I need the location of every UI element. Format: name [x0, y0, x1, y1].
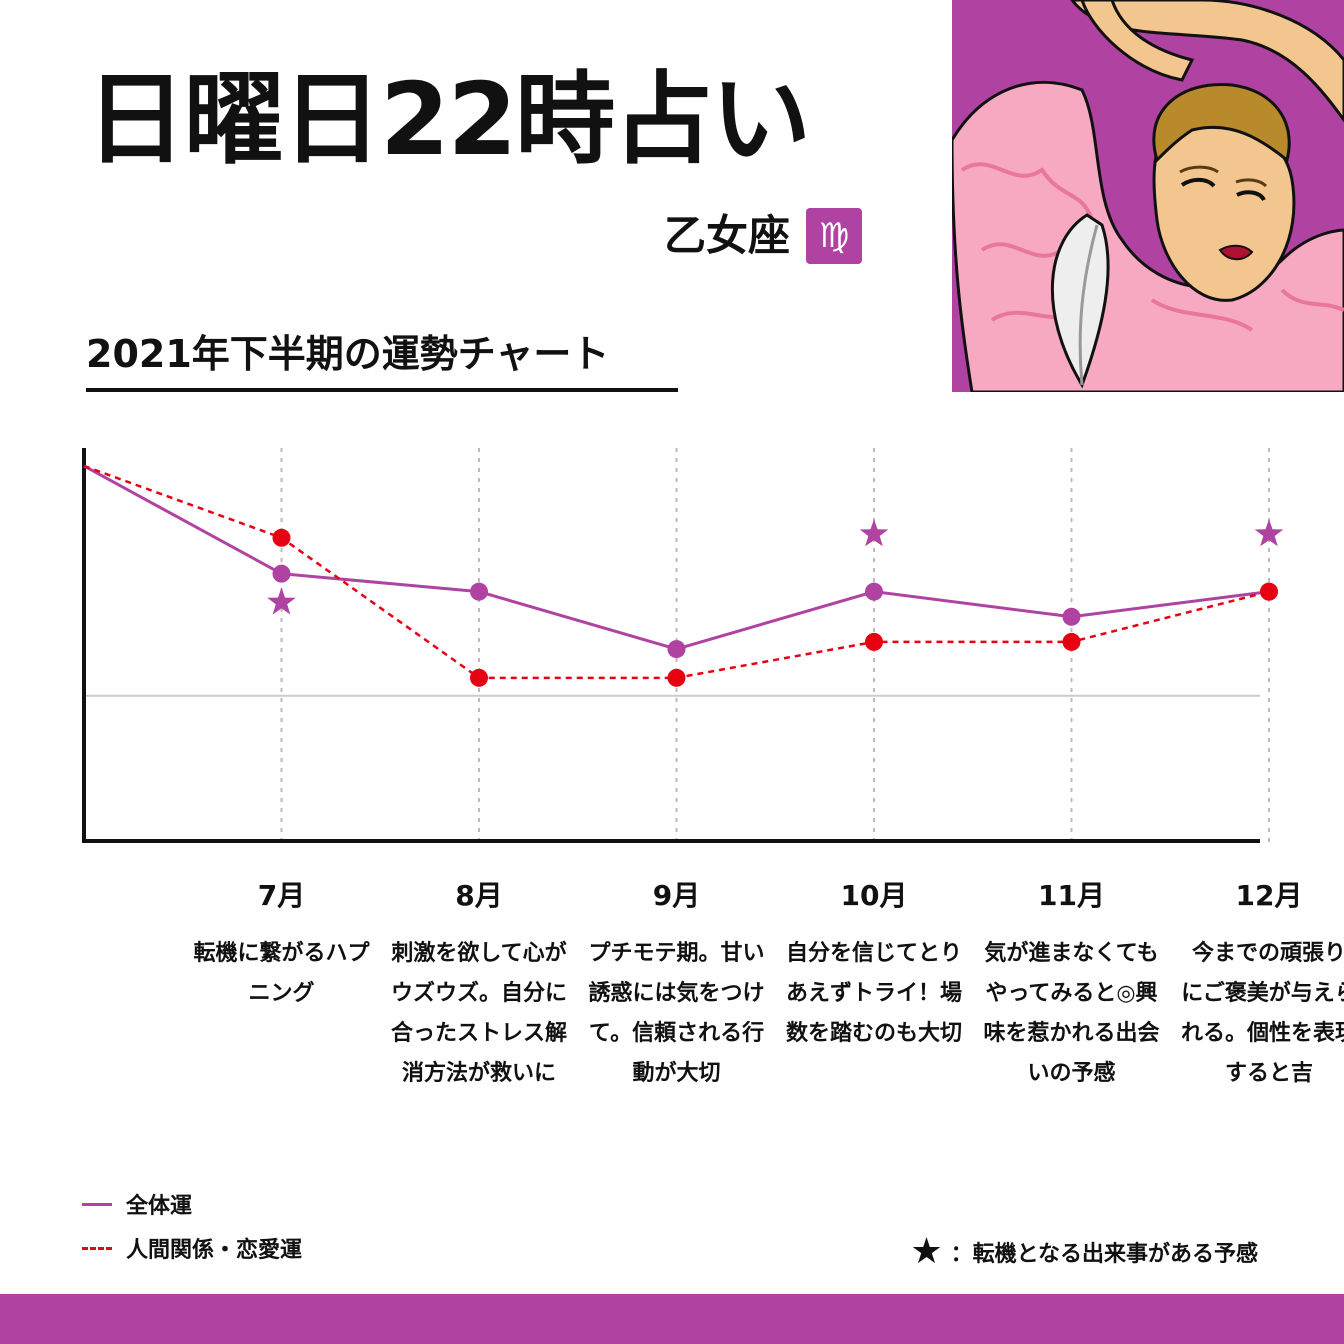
- love-point-10月: [865, 632, 883, 651]
- love-point-8月: [470, 668, 488, 687]
- month-note: 転機に繋がるハプニング: [193, 941, 370, 1006]
- legend-love: 人間関係・恋愛運: [82, 1232, 302, 1264]
- chart-series: [83, 464, 1278, 687]
- legend-dashed-line: [82, 1246, 112, 1250]
- star-icon: ★: [910, 1231, 943, 1272]
- virgo-icon: ♍: [806, 208, 862, 264]
- overall-point-11月: [1062, 607, 1081, 626]
- star-legend: ★ ：転機となる出来事がある予感: [910, 1234, 1258, 1270]
- series-line-overall: [83, 464, 1270, 651]
- sign-name: 乙女座: [663, 211, 790, 260]
- month-label: 11月: [1038, 879, 1105, 912]
- legend-solid-line: [82, 1202, 112, 1206]
- legend-overall: 全体運: [82, 1188, 192, 1220]
- star-marker-10月: [859, 519, 889, 547]
- star-marker-12月: [1254, 519, 1284, 547]
- overall-point-9月: [667, 640, 686, 659]
- month-note: 刺激を欲して心がウズウズ。自分に合ったストレス解消方法が救いに: [391, 941, 568, 1086]
- overall-point-8月: [470, 582, 488, 601]
- overall-point-7月: [272, 564, 291, 583]
- month-note: 今までの頑張りにご褒美が与えられる。個性を表現すると吉: [1181, 941, 1344, 1086]
- zodiac-sign: 乙女座 ♍: [664, 208, 862, 264]
- series-line-love: [83, 464, 1270, 680]
- month-note: プチモテ期。甘い誘惑には気をつけて。信頼される行動が大切: [588, 941, 765, 1086]
- chart-gridlines: [280, 448, 1270, 843]
- month-note: 自分を信じてとりあえずトライ！場数を踏むのも大切: [786, 941, 963, 1046]
- month-label: 10月: [840, 879, 908, 912]
- star-legend-text: ：転機となる出来事がある予感: [950, 1242, 1258, 1267]
- star-marker-7月: [267, 587, 296, 615]
- chart-subtitle: 2021年下半期の運勢チャート: [86, 332, 678, 392]
- legend-overall-label: 全体運: [126, 1194, 193, 1219]
- month-label: 7月: [257, 879, 306, 912]
- love-point-7月: [272, 528, 291, 547]
- turning-point-stars: [267, 519, 1284, 615]
- legend-love-label: 人間関係・恋愛運: [126, 1238, 303, 1263]
- love-point-9月: [667, 668, 686, 687]
- love-point-11月: [1062, 632, 1081, 651]
- month-label: 9月: [652, 879, 701, 912]
- love-point-12月: [1260, 582, 1278, 601]
- month-note: 気が進まなくてもやってみると◎興味を惹かれる出会いの予感: [983, 941, 1160, 1086]
- overall-point-10月: [865, 582, 883, 601]
- overall-point-12月: [1260, 582, 1278, 601]
- woman-illustration: [952, 0, 1344, 392]
- footer-bar: [0, 1294, 1344, 1344]
- page-title: 日曜日22時占い: [86, 61, 811, 178]
- month-label: 8月: [455, 879, 503, 912]
- month-label: 12月: [1235, 879, 1303, 912]
